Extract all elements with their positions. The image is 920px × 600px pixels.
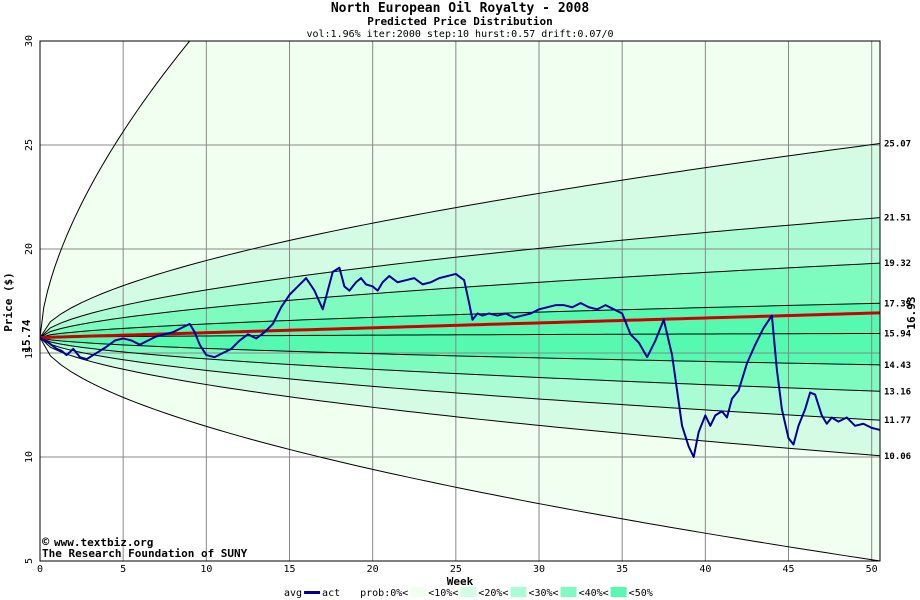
start-price-label: 15.74 [20,319,33,352]
legend-label: <10%< [428,588,458,599]
plot-border [39,40,881,562]
percentile-label: 10.06 [884,452,911,462]
y-tick-label: 30 [24,35,35,47]
x-tick-label: 40 [699,564,711,575]
legend-swatch-box [410,587,427,597]
plot-area: 0 5 10 15 20 25 30 35 40 45 505101520253025.0721.5… [24,35,912,575]
y-tick-label: 25 [24,139,35,151]
x-tick-label: 30 [533,564,545,575]
percentile-line [39,332,881,339]
chart-params: vol:1.96% iter:2000 step:10 hurst:0.57 d… [306,29,613,40]
x-tick-label: 25 [450,564,462,575]
legend-swatch-box [560,587,577,597]
y-tick-label: 10 [24,451,35,463]
percentile-label: 14.43 [884,361,911,371]
y-tick-label: 5 [24,558,35,564]
percentile-label: 19.32 [884,259,911,269]
legend-label: act [322,588,340,599]
x-tick-label: 50 [866,564,878,575]
percentile-line [39,143,881,338]
legend-label: <30%< [528,588,558,599]
legend-label: <40%< [579,588,609,599]
x-tick-label: 10 [200,564,212,575]
x-tick-label: 35 [616,564,628,575]
percentile-label: 21.51 [884,214,911,224]
legend-swatch-box [510,587,527,597]
percentile-line [39,337,881,457]
percentile-label: 25.07 [884,140,911,150]
x-tick-label: 15 [283,564,295,575]
credit-org: The Research Foundation of SUNY [42,547,248,560]
percentile-line [39,302,881,339]
credits: © www.textbiz.org The Research Foundatio… [42,535,248,560]
y-tick-label: 15 [24,347,35,359]
legend-label: prob:0%< [360,588,408,599]
lower-bound-line [39,337,881,562]
legend-swatch-box [460,587,477,597]
percentile-line [39,262,881,339]
credit-url: www.textbiz.org [54,536,153,549]
avg-line [39,311,881,340]
percentile-label: 15.94 [884,329,912,339]
percentile-line [39,337,881,421]
upper-bound-line [39,40,191,338]
actual-price-line [39,266,881,458]
legend-swatch-box [342,587,359,597]
percentile-label: 11.77 [884,416,911,426]
x-tick-label: 45 [782,564,794,575]
x-tick-label: 5 [120,564,126,575]
legend-swatch-line [304,591,321,594]
legend-swatch-box [610,587,627,597]
percentile-line [39,217,881,338]
x-tick-label: 20 [367,564,379,575]
y-axis-label: Price ($) [2,272,15,332]
x-tick-label: 0 [37,564,43,575]
legend: avg act prob:0%< <10%< <20%< <30%< <40%< <50% [284,587,653,599]
percentile-label: 17.39 [884,299,911,309]
legend-label: <50% [629,588,653,599]
chart-title: North European Oil Royalty - 2008 [331,1,589,16]
y-tick-label: 20 [24,243,35,255]
x-axis-label: Week [447,575,474,588]
end-price-label: 16.93 [905,296,918,329]
percentile-label: 13.16 [884,387,911,397]
legend-label: avg [284,588,302,599]
copyright-icon: © [42,535,50,549]
percentile-line [39,337,881,366]
chart-subtitle: Predicted Price Distribution [367,15,552,28]
legend-label: <20%< [478,588,508,599]
